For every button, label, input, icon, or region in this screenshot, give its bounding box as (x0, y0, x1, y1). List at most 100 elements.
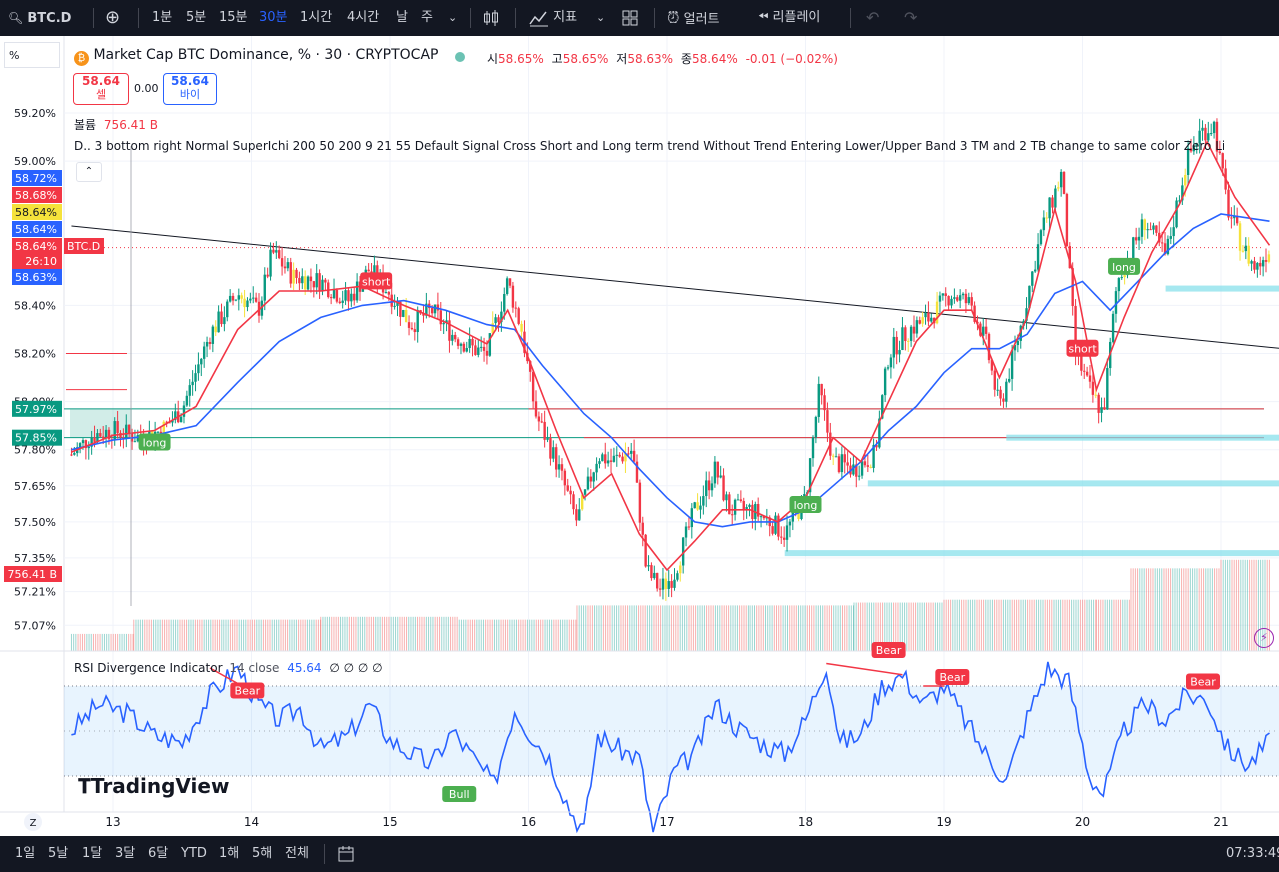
interval-5m[interactable]: 5분 (186, 10, 207, 25)
candle-body (197, 364, 200, 374)
watermark-text: TradingView (90, 774, 230, 798)
range-ytd[interactable]: YTD (181, 846, 207, 861)
candle-body (332, 289, 336, 299)
range-5y[interactable]: 5해 (252, 846, 273, 861)
candle-body (96, 433, 99, 442)
chart-area[interactable]: short long short long long Bear Bear Bear Bear B… (0, 36, 1279, 836)
candle-body (1241, 250, 1245, 252)
sell-price: 58.64 (82, 74, 120, 88)
candle-body (1019, 325, 1022, 341)
chevron-down-icon[interactable]: ⌄ (448, 11, 458, 24)
chevron-down-icon[interactable]: ⌄ (596, 11, 606, 24)
unit-selector[interactable]: % (4, 42, 60, 68)
candle-body (529, 361, 532, 372)
candle-body (1221, 153, 1224, 169)
long-signal-label: long (1112, 261, 1136, 274)
interval-30m[interactable]: 30분 (259, 10, 288, 25)
candle-body (1114, 291, 1118, 314)
symbol-tag-bg (64, 238, 104, 254)
interval-4h[interactable]: 4시간 (347, 10, 380, 25)
candle-body (627, 453, 630, 455)
candle-style-icon[interactable] (482, 0, 500, 36)
layout-grid-icon[interactable] (621, 0, 639, 36)
candle-body (1033, 269, 1037, 272)
redo-icon[interactable]: ↷ (904, 8, 918, 27)
range-all[interactable]: 전체 (285, 846, 309, 861)
range-5d[interactable]: 5날 (48, 846, 69, 861)
candle-body (280, 258, 284, 267)
spread-value: 0.00 (134, 82, 159, 95)
range-6m[interactable]: 6달 (148, 846, 169, 861)
range-1y[interactable]: 1해 (219, 846, 240, 861)
lightning-icon[interactable]: ⚡︎ (1254, 628, 1274, 648)
candle-body (1039, 230, 1043, 245)
candle-body (713, 461, 717, 484)
candle-body (563, 470, 567, 486)
candle-body (471, 338, 474, 346)
candle-body (321, 279, 324, 292)
indicator-legend: D.. 3 bottom right Normal SuperIchi 200 … (74, 139, 1224, 153)
candle-body (125, 424, 128, 439)
replay-button[interactable]: ⏪︎ 리플레이 (758, 0, 820, 36)
alert-button[interactable]: ⏰︎ 얼러트 (667, 0, 720, 36)
candle-body (655, 572, 659, 589)
undo-icon[interactable]: ↶ (866, 8, 880, 27)
candle-body (840, 454, 844, 473)
interval-1m[interactable]: 1분 (152, 10, 173, 25)
timezone-button: Z (30, 818, 37, 829)
candle-body (901, 327, 904, 351)
candle-body (113, 421, 116, 441)
range-3m[interactable]: 3달 (115, 846, 136, 861)
interval-week[interactable]: 주 (421, 10, 433, 25)
candle-body (384, 292, 388, 294)
candle-body (1008, 378, 1011, 382)
candle-body (930, 317, 933, 322)
candle-body (540, 421, 543, 423)
candle-body (788, 521, 792, 526)
divider (850, 8, 851, 28)
sell-button[interactable]: 58.64 셀 (73, 73, 129, 105)
candle-body (653, 572, 656, 579)
time-tick-label: 20 (1075, 815, 1090, 829)
candle-body (881, 395, 884, 419)
candle-body (921, 317, 924, 324)
candle-body (1002, 398, 1005, 402)
tradingview-logo-icon: 𝐓 (78, 774, 91, 798)
candle-body (886, 367, 890, 369)
chart-canvas[interactable]: short long short long long Bear Bear Bear Bear B… (0, 36, 1279, 836)
candle-body (1192, 145, 1196, 152)
candle-body (552, 447, 555, 459)
candle-body (1042, 217, 1046, 231)
candle-body (1261, 260, 1265, 267)
candle-body (1106, 368, 1109, 410)
candle-body (690, 508, 694, 528)
candle-body (693, 502, 696, 509)
add-symbol-icon[interactable]: ⊕ (105, 7, 121, 28)
candle-body (947, 296, 950, 306)
interval-1h[interactable]: 1시간 (300, 10, 333, 25)
range-1d[interactable]: 1일 (15, 846, 36, 861)
indicators-button[interactable]: 지표 (529, 0, 577, 36)
buy-button[interactable]: 58.64 바이 (163, 73, 217, 105)
long-signal-badge (789, 496, 822, 514)
range-1m[interactable]: 1달 (82, 846, 103, 861)
candle-body (846, 462, 849, 466)
candle-body (731, 514, 734, 516)
goto-date-icon[interactable] (337, 836, 355, 872)
price-tick-label: 57.07% (14, 619, 56, 632)
candle-body (534, 401, 538, 417)
candle-body (474, 345, 477, 355)
candle-body (604, 454, 607, 464)
candle-body (116, 421, 119, 433)
candle-body (1178, 200, 1181, 202)
change-value: -0.01 (−0.02%) (745, 52, 838, 66)
interval-15m[interactable]: 15분 (219, 10, 248, 25)
candle-body (1005, 381, 1008, 402)
candle-body (557, 464, 561, 470)
bear-label-bg (230, 682, 265, 699)
symbol-search-button[interactable]: 🔍︎ BTC.D (8, 0, 71, 36)
interval-day[interactable]: 날 (396, 10, 408, 25)
candle-body (996, 389, 999, 391)
collapse-legend-button[interactable]: ⌃ (76, 162, 102, 182)
candle-body (999, 389, 1002, 399)
